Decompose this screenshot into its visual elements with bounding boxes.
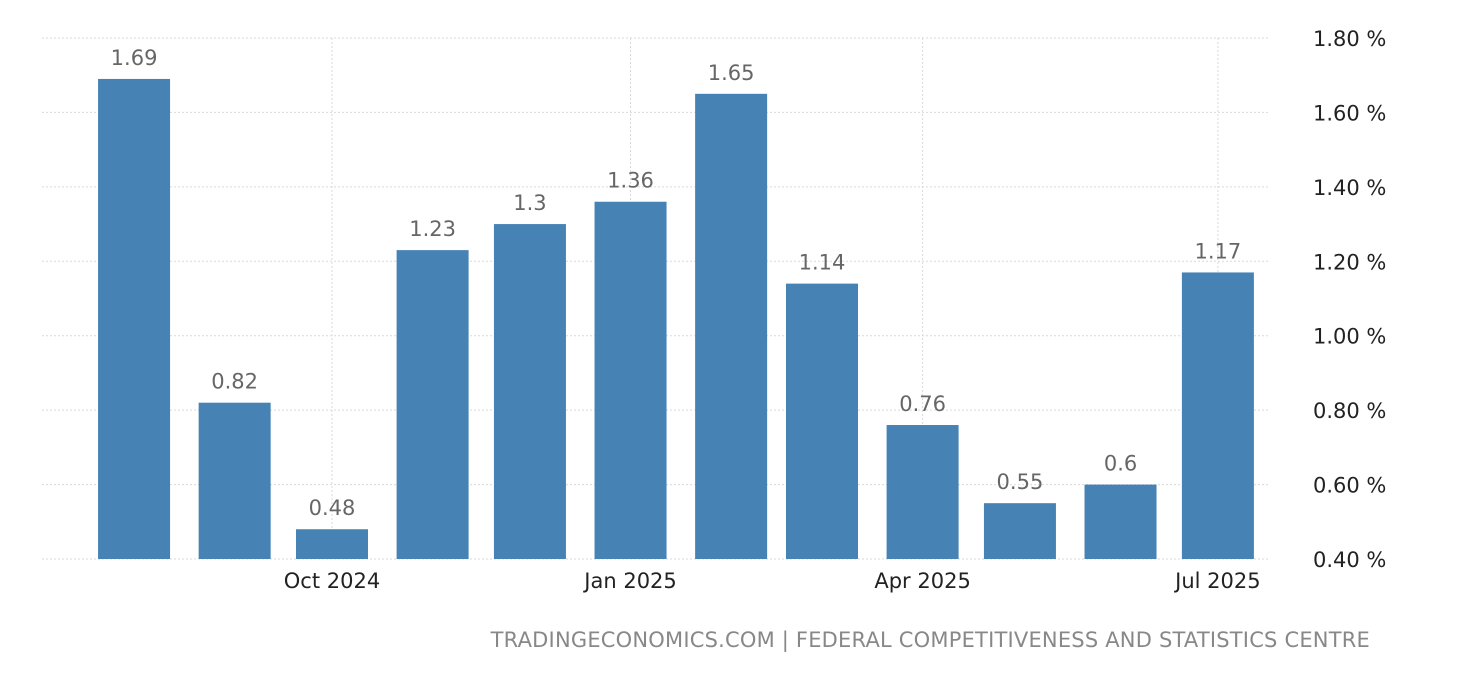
data-label: 1.69 [111,46,158,70]
source-credit: TRADINGECONOMICS.COM | FEDERAL COMPETITI… [490,628,1370,652]
y-tick-label: 1.60 % [1313,101,1386,125]
bar [1084,484,1157,559]
bar [493,224,566,560]
y-tick-label: 1.20 % [1313,250,1386,274]
y-tick-label: 1.00 % [1313,325,1386,349]
data-label: 1.3 [513,191,546,215]
data-label: 1.23 [409,217,456,241]
data-label: 0.55 [997,470,1044,494]
bar [296,529,368,559]
bar [98,78,171,559]
bar [695,93,768,560]
bar [785,283,858,559]
data-label: 0.48 [309,496,356,520]
bar [886,425,959,559]
bar [594,201,667,559]
y-tick-label: 1.80 % [1313,27,1386,51]
data-label: 1.14 [799,251,846,275]
data-label: 1.36 [607,169,654,193]
x-tick-label: Oct 2024 [284,569,380,593]
data-label: 1.17 [1195,239,1242,263]
data-label: 0.6 [1104,452,1137,476]
y-tick-label: 0.60 % [1313,474,1386,498]
data-label: 0.76 [899,392,946,416]
bar [198,402,271,559]
bar [396,250,469,559]
y-tick-label: 1.40 % [1313,176,1386,200]
data-label: 1.65 [708,61,755,85]
bar [983,503,1056,559]
data-label: 0.82 [211,370,258,394]
x-tick-label: Jul 2025 [1173,569,1260,593]
y-tick-label: 0.80 % [1313,399,1386,423]
bar [1181,272,1254,559]
y-tick-label: 0.40 % [1313,548,1386,572]
x-tick-label: Apr 2025 [874,569,970,593]
x-tick-label: Jan 2025 [582,569,677,593]
